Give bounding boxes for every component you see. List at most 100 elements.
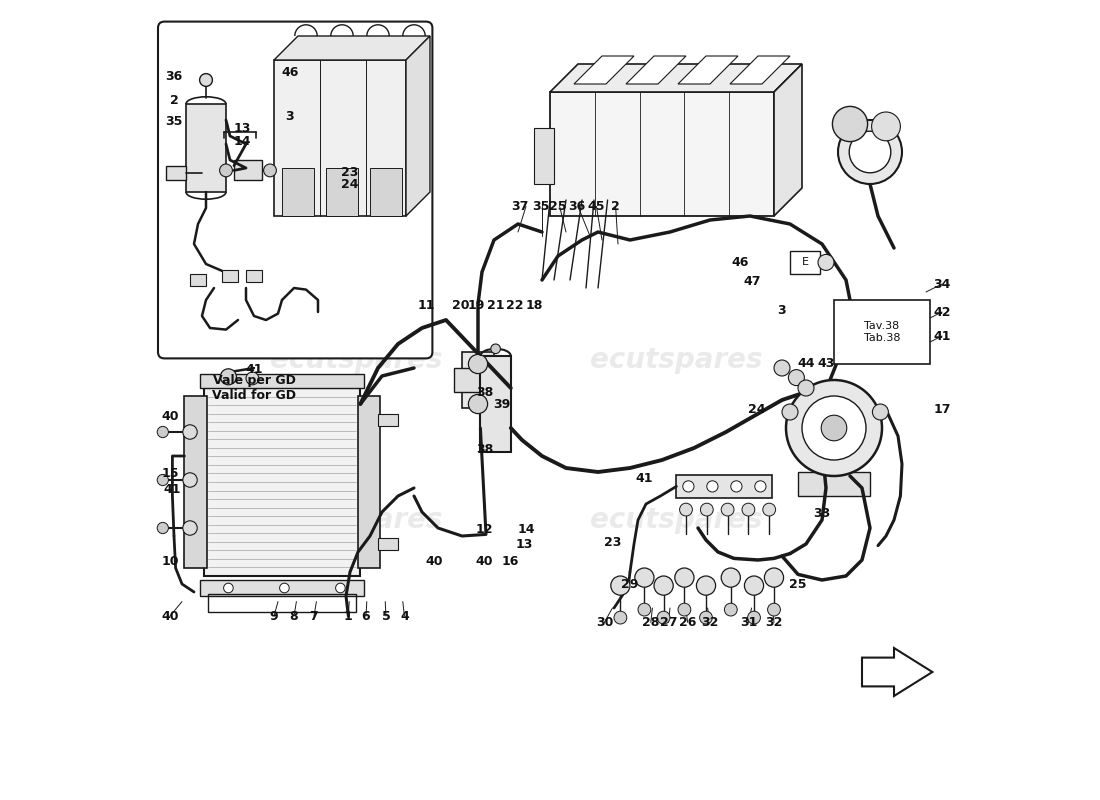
Circle shape (742, 503, 755, 516)
Text: 14: 14 (233, 135, 251, 148)
Text: 19: 19 (468, 299, 485, 312)
Text: 41: 41 (933, 330, 950, 342)
Circle shape (871, 112, 901, 141)
Bar (790, 251, 821, 274)
Text: Tav.38
Tab.38: Tav.38 Tab.38 (864, 321, 900, 342)
Text: 3: 3 (778, 304, 786, 317)
Text: 16: 16 (502, 555, 519, 568)
Text: 35: 35 (165, 115, 183, 128)
Circle shape (872, 404, 889, 420)
Circle shape (610, 576, 630, 595)
Bar (378, 538, 398, 550)
Text: 30: 30 (596, 616, 613, 629)
Circle shape (725, 603, 737, 616)
Text: 13: 13 (516, 538, 534, 550)
Bar (454, 368, 502, 392)
Text: 23: 23 (341, 166, 359, 178)
Polygon shape (406, 36, 430, 216)
Text: 39: 39 (494, 398, 510, 410)
Text: 15: 15 (162, 467, 178, 480)
Text: 38: 38 (476, 443, 493, 456)
Text: 36: 36 (165, 70, 183, 82)
Circle shape (223, 583, 233, 593)
Circle shape (798, 380, 814, 396)
Text: 17: 17 (933, 403, 950, 416)
Bar (326, 168, 358, 216)
Text: 9: 9 (270, 610, 278, 622)
Circle shape (680, 503, 692, 516)
Text: 33: 33 (813, 507, 830, 520)
Text: 26: 26 (679, 616, 696, 629)
Circle shape (469, 354, 487, 374)
Bar (200, 580, 364, 596)
Text: 43: 43 (817, 358, 835, 370)
Circle shape (469, 394, 487, 414)
Bar (534, 128, 554, 184)
Text: 21: 21 (487, 299, 504, 312)
Circle shape (849, 131, 891, 173)
Bar (274, 60, 406, 216)
Text: 47: 47 (744, 275, 761, 288)
Circle shape (774, 360, 790, 376)
Text: 8: 8 (289, 610, 298, 622)
Polygon shape (274, 36, 430, 60)
Polygon shape (678, 56, 738, 84)
Text: 24: 24 (748, 403, 766, 416)
Text: 34: 34 (933, 278, 950, 290)
Circle shape (722, 503, 734, 516)
Bar (200, 374, 364, 388)
Text: 41: 41 (245, 363, 263, 376)
Circle shape (786, 380, 882, 476)
Circle shape (745, 576, 763, 595)
Bar (234, 160, 262, 180)
Bar (378, 414, 398, 426)
Bar (834, 300, 929, 364)
Text: ecutspares: ecutspares (590, 346, 762, 374)
Bar (370, 168, 402, 216)
Text: 6: 6 (362, 610, 371, 622)
Bar (462, 352, 494, 408)
Text: 1: 1 (344, 610, 353, 622)
Text: 29: 29 (621, 578, 639, 590)
Text: ecutspares: ecutspares (270, 346, 442, 374)
Text: 42: 42 (933, 306, 950, 318)
Circle shape (199, 74, 212, 86)
Bar (282, 168, 314, 216)
Text: 18: 18 (526, 299, 542, 312)
Bar (186, 104, 225, 192)
Text: 40: 40 (162, 410, 178, 422)
Polygon shape (730, 56, 790, 84)
Text: 46: 46 (732, 256, 749, 269)
Bar (676, 475, 772, 498)
Text: 13: 13 (233, 122, 251, 134)
Bar (166, 166, 186, 180)
Text: 10: 10 (162, 555, 178, 568)
Circle shape (764, 568, 783, 587)
Bar (222, 270, 238, 282)
Bar (246, 270, 262, 282)
Text: 40: 40 (162, 610, 178, 622)
Text: 3: 3 (286, 110, 295, 122)
Bar (185, 396, 207, 568)
Circle shape (635, 568, 654, 587)
Text: 41: 41 (164, 483, 182, 496)
Circle shape (183, 425, 197, 439)
Polygon shape (550, 64, 802, 92)
Circle shape (707, 481, 718, 492)
Text: 41: 41 (636, 472, 653, 485)
Bar (481, 356, 510, 452)
Polygon shape (626, 56, 686, 84)
Circle shape (674, 568, 694, 587)
Text: 46: 46 (282, 66, 299, 78)
Circle shape (183, 473, 197, 487)
Circle shape (246, 372, 258, 385)
Circle shape (157, 426, 168, 438)
Text: 7: 7 (309, 610, 318, 622)
Circle shape (730, 481, 743, 492)
Bar (798, 472, 870, 496)
Text: 37: 37 (510, 200, 528, 213)
Bar (205, 388, 361, 576)
Text: 40: 40 (475, 555, 493, 568)
Circle shape (157, 522, 168, 534)
Text: 32: 32 (702, 616, 718, 629)
